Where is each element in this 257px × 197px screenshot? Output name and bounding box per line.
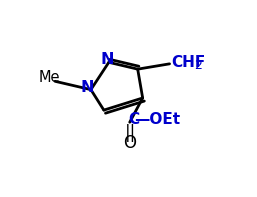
Text: —OEt: —OEt [134, 112, 180, 127]
Text: C: C [128, 112, 140, 127]
Text: 2: 2 [195, 59, 202, 72]
Text: Me: Me [38, 70, 60, 85]
Text: N: N [100, 52, 114, 67]
Text: O: O [124, 135, 137, 152]
Text: N: N [81, 80, 94, 95]
Text: CHF: CHF [172, 55, 206, 70]
Text: ||: || [124, 124, 136, 142]
